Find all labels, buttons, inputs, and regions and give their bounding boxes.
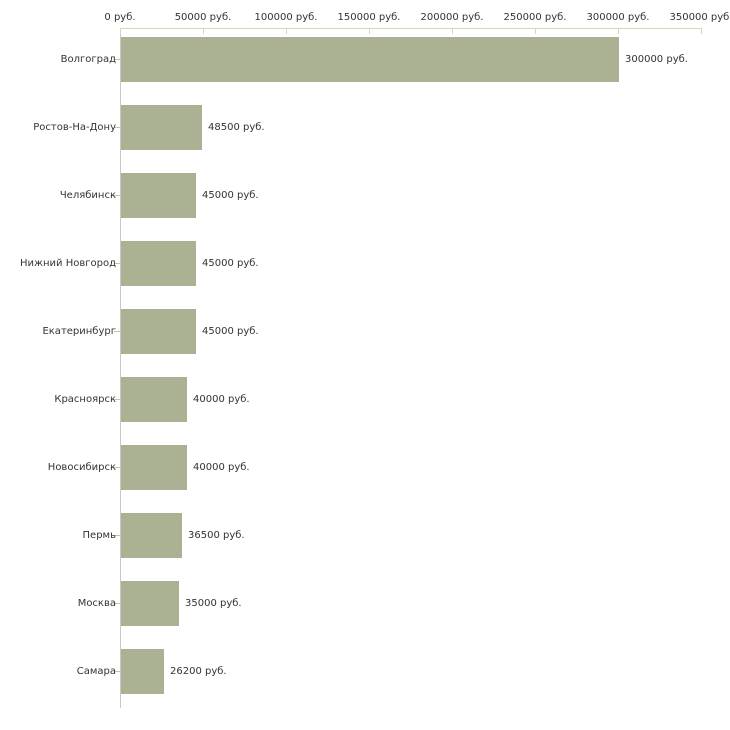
- x-axis-tick: [701, 28, 702, 34]
- x-axis-tick-label: 350000 руб.: [669, 12, 730, 23]
- category-label: Челябинск: [59, 190, 116, 201]
- x-axis-tick-label: 300000 руб.: [586, 12, 650, 23]
- y-axis-tick: [114, 59, 120, 60]
- bar: [121, 445, 187, 490]
- x-axis-tick: [120, 28, 121, 34]
- value-label: 40000 руб.: [193, 394, 250, 405]
- value-label: 36500 руб.: [188, 530, 245, 541]
- x-axis-tick-label: 50000 руб.: [174, 12, 232, 23]
- value-label: 300000 руб.: [625, 54, 688, 65]
- y-axis-tick: [114, 535, 120, 536]
- value-label: 45000 руб.: [202, 190, 259, 201]
- x-axis-tick-label: 200000 руб.: [420, 12, 484, 23]
- bar: [121, 309, 196, 354]
- x-axis-tick-label: 100000 руб.: [254, 12, 318, 23]
- bar: [121, 581, 179, 626]
- bar: [121, 377, 187, 422]
- y-axis-tick: [114, 671, 120, 672]
- category-label: Екатеринбург: [42, 326, 116, 337]
- y-axis-tick: [114, 195, 120, 196]
- y-axis-tick: [114, 467, 120, 468]
- category-label: Нижний Новгород: [19, 258, 116, 269]
- value-label: 35000 руб.: [185, 598, 242, 609]
- value-label: 48500 руб.: [208, 122, 265, 133]
- y-axis-line: [120, 28, 121, 708]
- x-axis-tick: [203, 28, 204, 34]
- bar: [121, 513, 182, 558]
- x-axis-line: [120, 28, 702, 29]
- value-label: 45000 руб.: [202, 326, 259, 337]
- value-label: 26200 руб.: [170, 666, 227, 677]
- x-axis-tick: [618, 28, 619, 34]
- bar: [121, 105, 202, 150]
- category-label: Самара: [76, 666, 116, 677]
- value-label: 45000 руб.: [202, 258, 259, 269]
- x-axis-tick-label: 0 руб.: [104, 12, 136, 23]
- y-axis-tick: [114, 263, 120, 264]
- category-label: Красноярск: [54, 394, 116, 405]
- bar: [121, 649, 164, 694]
- category-label: Новосибирск: [47, 462, 116, 473]
- x-axis-tick-label: 150000 руб.: [337, 12, 401, 23]
- category-label: Волгоград: [60, 54, 116, 65]
- category-label: Москва: [77, 598, 116, 609]
- y-axis-tick: [114, 603, 120, 604]
- bar: [121, 37, 619, 82]
- y-axis-tick: [114, 127, 120, 128]
- y-axis-tick: [114, 399, 120, 400]
- x-axis-tick: [535, 28, 536, 34]
- category-label: Ростов-На-Дону: [33, 122, 116, 133]
- y-axis-tick: [114, 331, 120, 332]
- category-label: Пермь: [82, 530, 116, 541]
- bar: [121, 241, 196, 286]
- x-axis-tick: [452, 28, 453, 34]
- x-axis-tick: [286, 28, 287, 34]
- x-axis-tick: [369, 28, 370, 34]
- bar: [121, 173, 196, 218]
- value-label: 40000 руб.: [193, 462, 250, 473]
- x-axis-tick-label: 250000 руб.: [503, 12, 567, 23]
